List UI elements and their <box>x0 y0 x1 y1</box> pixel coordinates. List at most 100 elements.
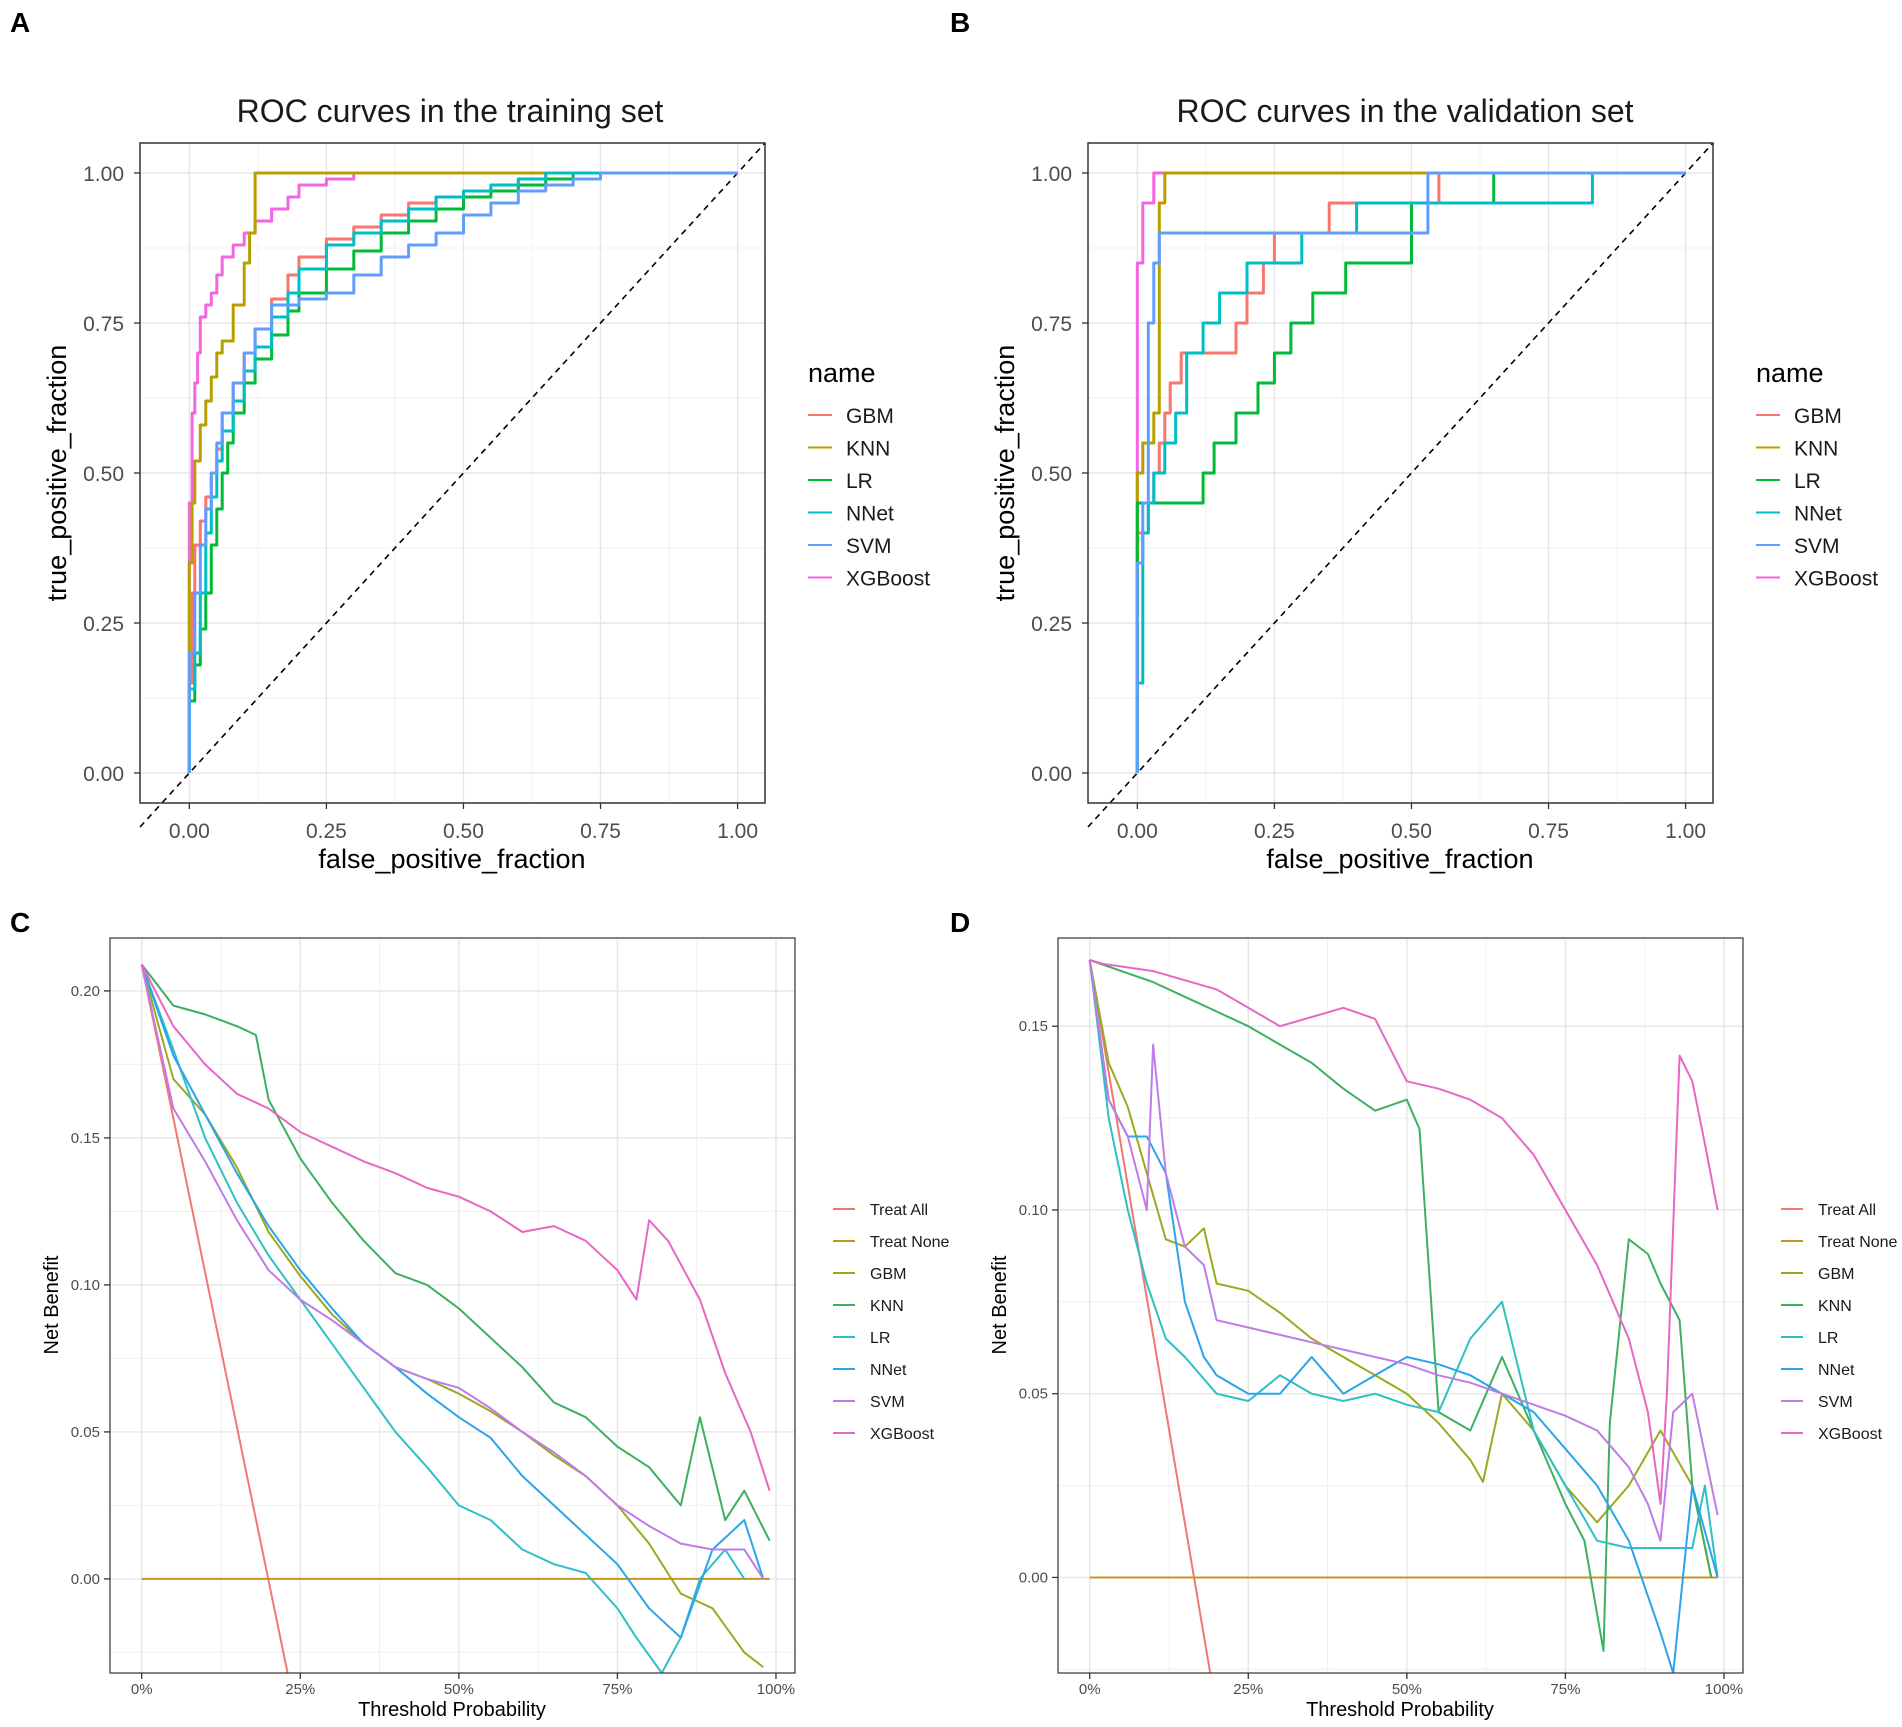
legend-label: KNN <box>846 438 890 461</box>
panel-label-a: A <box>10 7 30 38</box>
panel-label-c: C <box>10 907 30 938</box>
y-tick-label: 0.10 <box>71 1277 100 1294</box>
panel-label-b: B <box>950 7 970 38</box>
legend: Treat All Treat None GBM KNN LR NNet SVM… <box>1781 1202 1898 1443</box>
x-tick-label: 25% <box>285 1681 315 1698</box>
series-line-knn <box>140 963 771 1542</box>
y-tick-label: 0.00 <box>1019 1569 1048 1586</box>
y-tick-label: 0.00 <box>1031 763 1072 786</box>
legend-label: GBM <box>846 405 894 428</box>
legend-label: Treat All <box>870 1202 928 1219</box>
x-tick-label: 25% <box>1233 1681 1263 1698</box>
x-tick-label: 50% <box>444 1681 474 1698</box>
x-tick-label: 100% <box>757 1681 795 1698</box>
roc-curves <box>187 171 738 773</box>
y-tick-label: 1.00 <box>83 163 124 186</box>
x-tick-label: 0.50 <box>443 820 484 843</box>
legend-label: SVM <box>846 535 892 558</box>
x-tick-label: 1.00 <box>717 820 758 843</box>
x-tick-label: 0.25 <box>1254 820 1295 843</box>
series-line-knn <box>1089 959 1713 1652</box>
series-line-treat-all <box>1088 959 1212 1673</box>
legend-label: KNN <box>1794 438 1838 461</box>
panel-label-d: D <box>950 907 970 938</box>
plot-area <box>1058 938 1743 1673</box>
legend-label: KNN <box>870 1298 904 1315</box>
legend-label: Treat None <box>870 1234 950 1251</box>
y-axis-title: true_positive_fraction <box>990 345 1020 602</box>
x-tick-label: 0.75 <box>1528 820 1569 843</box>
legend-label: LR <box>1794 470 1821 493</box>
legend-label: XGBoost <box>846 568 930 591</box>
legend-label: KNN <box>1818 1298 1852 1315</box>
y-tick-label: 0.25 <box>83 613 124 636</box>
x-tick-label: 0.25 <box>306 820 347 843</box>
legend-label: LR <box>1818 1330 1838 1347</box>
legend-label: NNet <box>1818 1362 1855 1379</box>
grid <box>140 143 765 803</box>
x-axis-title: Threshold Probability <box>358 1699 546 1721</box>
x-tick-label: 0% <box>1079 1681 1101 1698</box>
series-line-xgboost <box>1089 959 1719 1505</box>
legend-label: SVM <box>1818 1394 1853 1411</box>
series-line-gbm <box>140 964 764 1668</box>
legend: name GBM KNN LR NNet SVM XGBoost <box>1756 358 1878 591</box>
legend-label: GBM <box>1818 1266 1854 1283</box>
series-line-svm <box>1088 959 1719 1542</box>
axis-tick-labels: 0.00 0.25 0.50 0.75 1.00 0.00 0.25 0.50 … <box>83 163 758 843</box>
roc-training-title: ROC curves in the training set <box>237 93 664 129</box>
y-tick-label: 0.15 <box>1019 1018 1048 1035</box>
legend-label: NNet <box>870 1362 907 1379</box>
reference-diagonal <box>139 142 766 828</box>
decision-curves <box>1088 959 1719 1673</box>
roc-training-panel: ROC curves in the training set 0.00 0.25… <box>42 93 930 874</box>
dca-validation-panel: 0% 25% 50% 75% 100% 0.00 0.05 0.10 0.15 … <box>989 937 1898 1721</box>
axis-tick-labels: 0% 25% 50% 75% 100% 0.00 0.05 0.10 0.15 … <box>71 983 795 1698</box>
y-tick-label: 0.75 <box>83 313 124 336</box>
plot-border <box>1057 937 1744 1674</box>
roc-validation-title: ROC curves in the validation set <box>1176 93 1633 129</box>
y-tick-label: 0.00 <box>71 1571 100 1588</box>
legend-title: name <box>808 358 876 388</box>
roc-curves <box>1135 171 1686 773</box>
x-tick-label: 0.75 <box>580 820 621 843</box>
legend-label: SVM <box>870 1394 905 1411</box>
y-tick-label: 1.00 <box>1031 163 1072 186</box>
y-tick-label: 0.05 <box>71 1424 100 1441</box>
x-tick-label: 50% <box>1392 1681 1422 1698</box>
x-axis-title: false_positive_fraction <box>1266 844 1533 874</box>
roc-validation-panel: ROC curves in the validation set 0.00 0.… <box>990 93 1878 874</box>
series-line-svm <box>187 171 738 773</box>
axis-ticks <box>1082 172 1687 809</box>
legend: name GBM KNN LR NNet SVM XGBoost <box>808 358 930 591</box>
axis-tick-labels: 0.00 0.25 0.50 0.75 1.00 0.00 0.25 0.50 … <box>1031 163 1706 843</box>
y-axis-title: true_positive_fraction <box>42 345 72 602</box>
x-tick-label: 0% <box>131 1681 153 1698</box>
series-line-knn <box>1135 171 1686 773</box>
legend-label: XGBoost <box>1794 568 1878 591</box>
series-line-nnet <box>140 964 765 1639</box>
series-line-lr <box>140 964 746 1673</box>
y-tick-label: 0.15 <box>71 1130 100 1147</box>
y-tick-label: 0.05 <box>1019 1386 1048 1403</box>
legend-label: XGBoost <box>870 1426 935 1443</box>
y-tick-label: 0.10 <box>1019 1202 1048 1219</box>
x-tick-label: 75% <box>1550 1681 1580 1698</box>
legend-label: GBM <box>870 1266 906 1283</box>
axis-ticks <box>134 172 739 809</box>
y-tick-label: 0.00 <box>83 763 124 786</box>
y-axis-title: Net Benefit <box>41 1255 63 1354</box>
plot-border <box>109 937 796 1674</box>
legend-label: LR <box>870 1330 890 1347</box>
grid <box>110 938 795 1673</box>
legend-label: Treat None <box>1818 1234 1898 1251</box>
series-line-xgboost <box>1135 171 1686 773</box>
x-tick-label: 1.00 <box>1665 820 1706 843</box>
x-tick-label: 0.50 <box>1391 820 1432 843</box>
x-tick-label: 0.00 <box>169 820 210 843</box>
series-line-xgboost <box>187 171 738 773</box>
x-tick-label: 0.00 <box>1117 820 1158 843</box>
y-axis-title: Net Benefit <box>989 1255 1011 1354</box>
x-axis-title: Threshold Probability <box>1306 1699 1494 1721</box>
